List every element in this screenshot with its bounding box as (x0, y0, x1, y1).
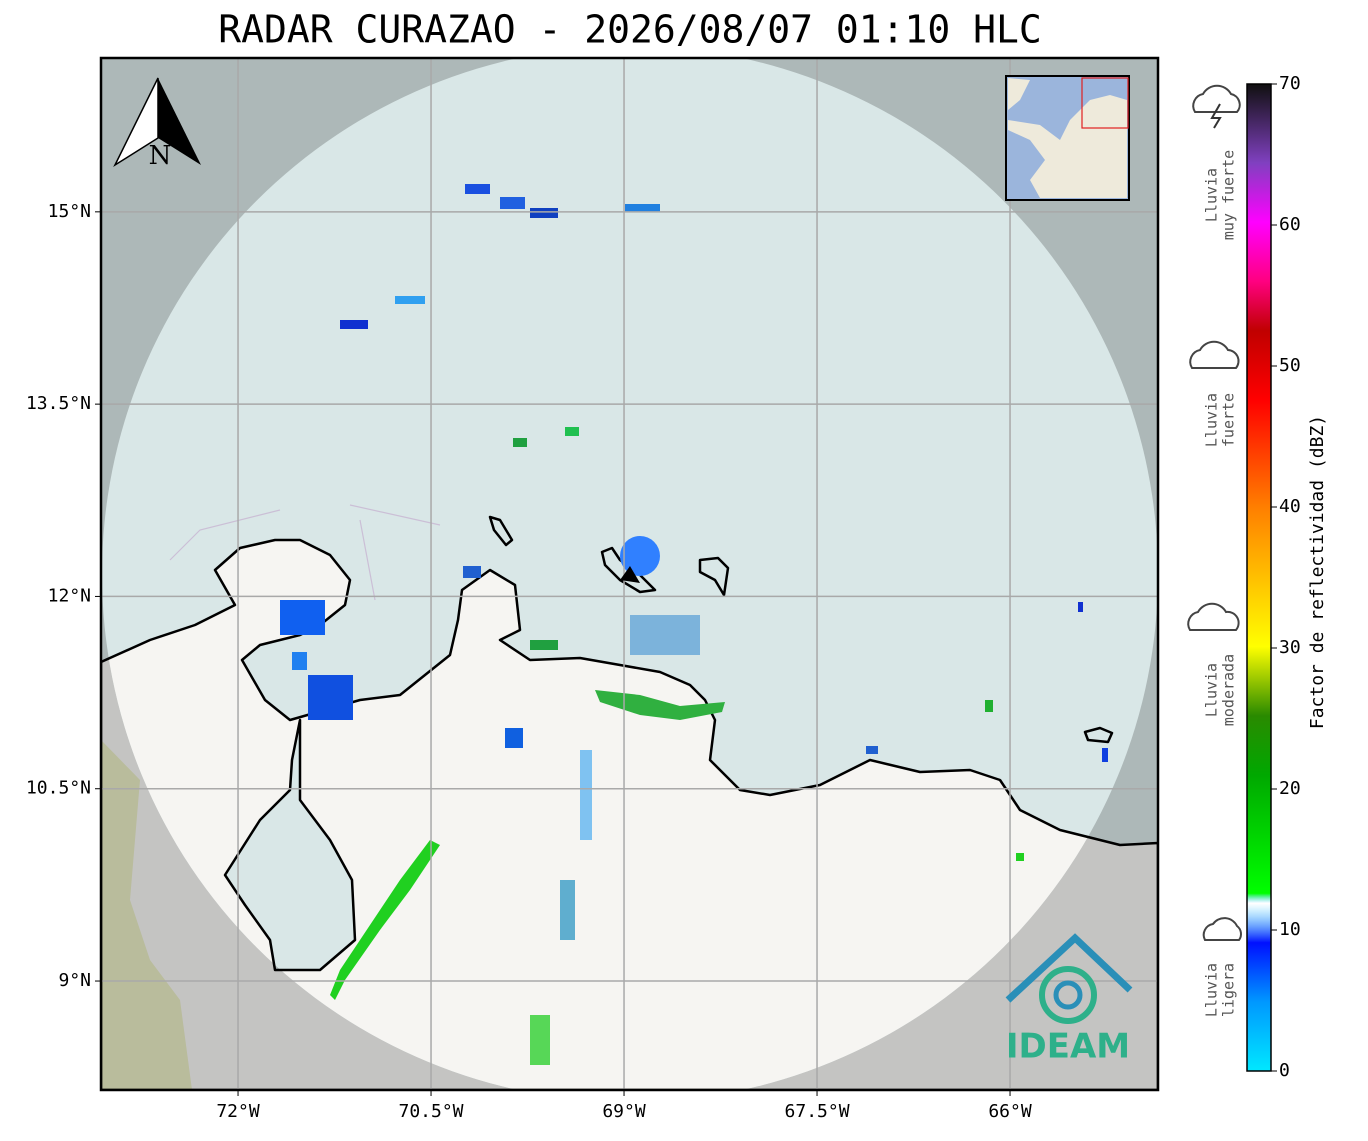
echo (620, 536, 660, 576)
x-tick-label: 66°W (988, 1101, 1032, 1122)
colorbar-tick-label: 40 (1279, 496, 1301, 517)
colorbar-tick-label: 60 (1279, 214, 1301, 235)
echo (330, 840, 440, 1000)
colorbar (1246, 83, 1272, 1072)
legend-text: Lluvia (1203, 168, 1221, 222)
legend-text: Lluvia (1203, 963, 1221, 1017)
island-aruba (488, 515, 514, 547)
inset-map (1005, 75, 1130, 201)
colorbar-tick-label: 0 (1279, 1060, 1290, 1081)
island-bonaire (698, 556, 730, 597)
graticule (101, 58, 1158, 1090)
colorbar-label: Factor de reflectividad (dBZ) (1307, 415, 1328, 729)
echo (292, 652, 307, 670)
echo (1016, 853, 1024, 861)
echo (308, 675, 353, 720)
legend-text: Lluvia (1203, 393, 1221, 447)
terrain (101, 740, 192, 1090)
echo (530, 208, 558, 218)
axes: 72°W 70.5°W 69°W 67.5°W 66°W 15°N 13.5°N 12°N 10… (26, 201, 1032, 1122)
echo (1102, 748, 1108, 762)
border (169, 504, 441, 601)
echo (1078, 602, 1083, 612)
legend-text: fuerte (1220, 393, 1238, 447)
y-tick-label: 15°N (48, 201, 91, 222)
echo (866, 746, 878, 754)
echo (985, 700, 993, 712)
echo (580, 750, 592, 840)
echo (530, 1015, 550, 1065)
island-curacao (600, 546, 657, 594)
colorbar-tick-label: 20 (1279, 778, 1301, 799)
y-tick-label: 10.5°N (26, 778, 91, 799)
echo (463, 566, 481, 578)
y-tick-label: 9°N (58, 970, 91, 991)
echo (560, 880, 575, 940)
north-label: N (149, 141, 172, 171)
x-tick-label: 72°W (216, 1101, 260, 1122)
ideam-logo: IDEAM (1005, 933, 1133, 1067)
x-tick-label: 70.5°W (399, 1101, 464, 1122)
plot-frame (99, 56, 1160, 1092)
echo (630, 615, 700, 655)
island-margarita (1083, 726, 1114, 744)
colorbar-tick-label: 50 (1279, 355, 1301, 376)
echo (625, 204, 660, 212)
colorbar-tick-label: 70 (1279, 73, 1301, 94)
echo (340, 320, 368, 329)
echo (565, 427, 579, 436)
y-tick-label: 13.5°N (26, 393, 91, 414)
x-tick-label: 69°W (602, 1101, 646, 1122)
echo (280, 600, 325, 635)
x-tick-label: 67.5°W (785, 1101, 850, 1122)
legend-text: moderada (1220, 654, 1238, 726)
colorbar-tick-label: 10 (1279, 919, 1301, 940)
y-tick-label: 12°N (48, 585, 91, 606)
north-arrow: N (113, 77, 201, 171)
echo (505, 728, 523, 748)
legend-text: Lluvia (1203, 663, 1221, 717)
legend-text: muy fuerte (1220, 150, 1238, 240)
echoes (280, 184, 1108, 1065)
colorbar-axis: 0 10 20 30 40 50 60 70 (1271, 73, 1301, 1081)
radar-site (620, 566, 640, 583)
echo (465, 184, 490, 194)
title: RADAR CURAZAO - 2026/08/07 01:10 HLC (218, 8, 1042, 52)
logo-text: IDEAM (1006, 1027, 1130, 1067)
legend-text: ligera (1220, 963, 1238, 1017)
colorbar-tick-label: 30 (1279, 637, 1301, 658)
echo (530, 640, 558, 650)
echo (513, 438, 527, 447)
rain-icons (1187, 84, 1242, 941)
echo (500, 197, 525, 209)
echo (395, 296, 425, 304)
map: N IDEAM (101, 58, 1158, 1090)
echo (595, 690, 725, 720)
